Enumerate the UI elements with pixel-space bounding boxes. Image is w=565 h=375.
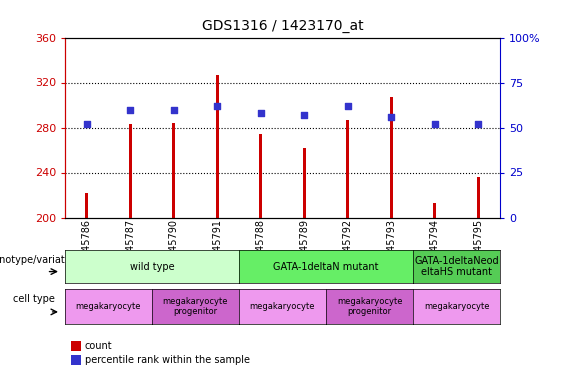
Bar xyxy=(346,120,349,218)
Bar xyxy=(85,193,88,217)
Point xyxy=(169,106,178,112)
Bar xyxy=(390,97,393,218)
Bar xyxy=(129,124,132,218)
Text: megakaryocyte: megakaryocyte xyxy=(76,302,141,311)
Text: count: count xyxy=(85,341,112,351)
Bar xyxy=(216,75,219,217)
Point xyxy=(299,112,308,118)
Point xyxy=(430,121,439,127)
Bar xyxy=(433,203,436,217)
Point xyxy=(82,121,92,127)
Text: GDS1316 / 1423170_at: GDS1316 / 1423170_at xyxy=(202,19,363,33)
Text: megakaryocyte
progenitor: megakaryocyte progenitor xyxy=(337,297,402,316)
Point xyxy=(256,110,265,116)
Point xyxy=(212,103,221,109)
Point xyxy=(473,121,483,127)
Bar xyxy=(477,177,480,218)
Text: megakaryocyte: megakaryocyte xyxy=(424,302,489,311)
Text: percentile rank within the sample: percentile rank within the sample xyxy=(85,355,250,365)
Text: megakaryocyte
progenitor: megakaryocyte progenitor xyxy=(163,297,228,316)
Point xyxy=(125,106,134,112)
Text: GATA-1deltaN mutant: GATA-1deltaN mutant xyxy=(273,262,379,272)
Point xyxy=(343,103,352,109)
Point xyxy=(386,114,396,120)
Text: megakaryocyte: megakaryocyte xyxy=(250,302,315,311)
Text: cell type: cell type xyxy=(13,294,55,304)
Bar xyxy=(172,123,175,218)
Text: wild type: wild type xyxy=(130,262,174,272)
Bar xyxy=(303,148,306,217)
Text: genotype/variation: genotype/variation xyxy=(0,255,80,265)
Text: GATA-1deltaNeod
eltaHS mutant: GATA-1deltaNeod eltaHS mutant xyxy=(414,256,499,278)
Bar xyxy=(259,134,262,218)
